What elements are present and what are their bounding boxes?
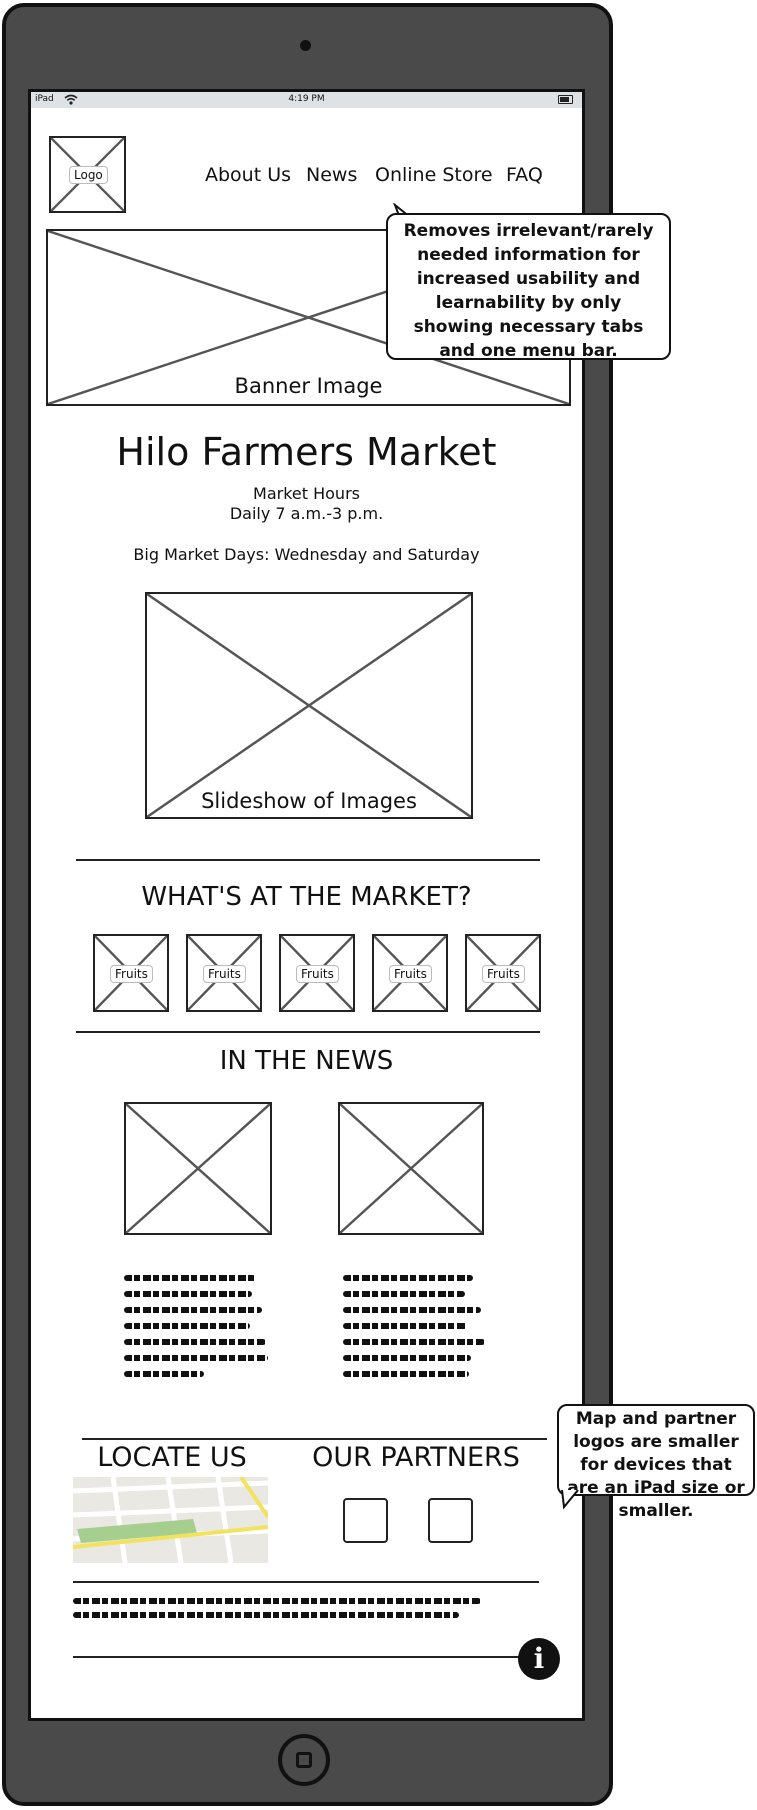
nav-about-us[interactable]: About Us [205, 164, 292, 186]
market-item[interactable]: Fruits [465, 934, 541, 1012]
market-item-label: Fruits [203, 965, 246, 983]
market-hours: Daily 7 a.m.-3 p.m. [229, 504, 384, 523]
big-market-days: Big Market Days: Wednesday and Saturday [133, 545, 480, 564]
news-text-placeholder [343, 1275, 485, 1387]
status-time: 4:19 PM [288, 94, 325, 104]
nav-faq[interactable]: FAQ [506, 164, 543, 186]
battery-icon [558, 95, 573, 104]
partner-logo[interactable] [428, 1498, 473, 1543]
news-heading: IN THE NEWS [219, 1046, 394, 1076]
footer-text-placeholder [73, 1598, 481, 1628]
news-text-placeholder [124, 1275, 268, 1387]
news-image-placeholder[interactable] [338, 1102, 484, 1235]
partner-logo[interactable] [343, 1498, 388, 1543]
wifi-icon [64, 94, 78, 105]
whats-at-market-heading: WHAT'S AT THE MARKET? [141, 882, 472, 912]
market-item-label: Fruits [389, 965, 432, 983]
divider [76, 1031, 540, 1033]
divider [76, 859, 540, 861]
camera-dot [300, 40, 311, 51]
divider [73, 1656, 527, 1658]
logo-label: Logo [69, 166, 108, 184]
page-title: Hilo Farmers Market [116, 430, 497, 474]
divider [73, 1581, 539, 1583]
our-partners-heading: OUR PARTNERS [312, 1442, 520, 1473]
market-item-label: Fruits [110, 965, 153, 983]
market-item-label: Fruits [482, 965, 525, 983]
logo-placeholder[interactable]: Logo [49, 136, 126, 213]
nav-online-store[interactable]: Online Store [375, 164, 493, 186]
callout-tail [561, 1489, 579, 1510]
locate-us-heading: LOCATE US [97, 1442, 247, 1473]
info-icon[interactable]: i [518, 1638, 560, 1680]
divider [82, 1438, 547, 1440]
market-item[interactable]: Fruits [93, 934, 169, 1012]
news-image-placeholder[interactable] [124, 1102, 272, 1235]
home-button[interactable] [278, 1734, 330, 1786]
slideshow-label: Slideshow of Images [201, 789, 417, 813]
map-thumbnail[interactable] [73, 1477, 268, 1563]
status-device-name: iPad [35, 94, 54, 104]
map-callout: Map and partner logos are smaller for de… [557, 1404, 755, 1521]
market-item[interactable]: Fruits [279, 934, 355, 1012]
market-hours-label: Market Hours [253, 484, 360, 503]
market-item[interactable]: Fruits [186, 934, 262, 1012]
nav-news[interactable]: News [306, 164, 358, 186]
market-item-label: Fruits [296, 965, 339, 983]
status-bar: iPad 4:19 PM [31, 92, 582, 108]
nav-callout: Removes irrelevant/rarely needed informa… [386, 213, 671, 361]
slideshow-placeholder[interactable]: Slideshow of Images [145, 592, 473, 819]
market-item[interactable]: Fruits [372, 934, 448, 1012]
banner-label: Banner Image [234, 374, 383, 398]
home-button-icon [296, 1752, 312, 1768]
